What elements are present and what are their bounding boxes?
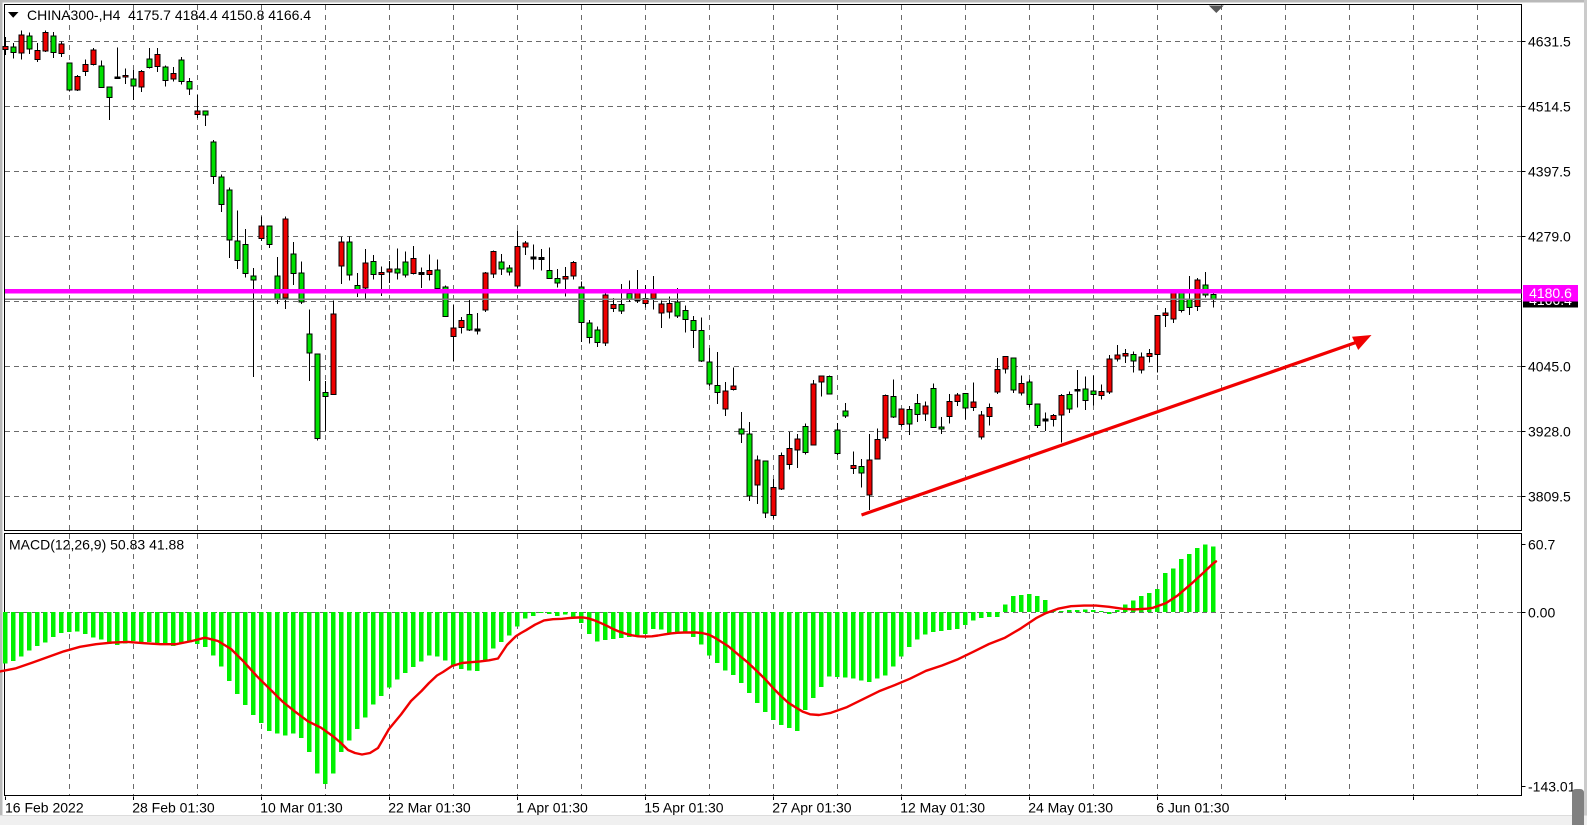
svg-text:4166.4: 4166.4 [1529,292,1572,308]
svg-text:3928.0: 3928.0 [1528,424,1571,440]
svg-text:0.00: 0.00 [1528,605,1555,621]
svg-text:6 Jun 01:30: 6 Jun 01:30 [1156,800,1229,816]
svg-text:4045.0: 4045.0 [1528,359,1571,375]
svg-text:4514.5: 4514.5 [1528,99,1571,115]
svg-text:CHINA300-,H4 4175.7 4184.4 41: CHINA300-,H4 4175.7 4184.4 4150.8 4166.4 [27,7,311,23]
svg-text:60.7: 60.7 [1528,537,1555,553]
svg-text:MACD(12,26,9) 50.83 41.88: MACD(12,26,9) 50.83 41.88 [9,537,184,553]
svg-text:4279.0: 4279.0 [1528,229,1571,245]
svg-text:3809.5: 3809.5 [1528,489,1571,505]
svg-text:4180.6: 4180.6 [1529,285,1572,301]
svg-text:27 Apr 01:30: 27 Apr 01:30 [772,800,852,816]
svg-text:-143.01: -143.01 [1528,779,1576,795]
svg-text:1 Apr 01:30: 1 Apr 01:30 [516,800,588,816]
svg-text:28 Feb 01:30: 28 Feb 01:30 [132,800,215,816]
svg-text:24 May 01:30: 24 May 01:30 [1028,800,1113,816]
svg-text:22 Mar 01:30: 22 Mar 01:30 [388,800,471,816]
svg-text:15 Apr 01:30: 15 Apr 01:30 [644,800,724,816]
svg-text:10 Mar 01:30: 10 Mar 01:30 [260,800,343,816]
svg-text:4397.5: 4397.5 [1528,164,1571,180]
svg-text:12 May 01:30: 12 May 01:30 [900,800,985,816]
svg-text:4631.5: 4631.5 [1528,34,1571,50]
svg-text:16 Feb 2022: 16 Feb 2022 [5,800,84,816]
